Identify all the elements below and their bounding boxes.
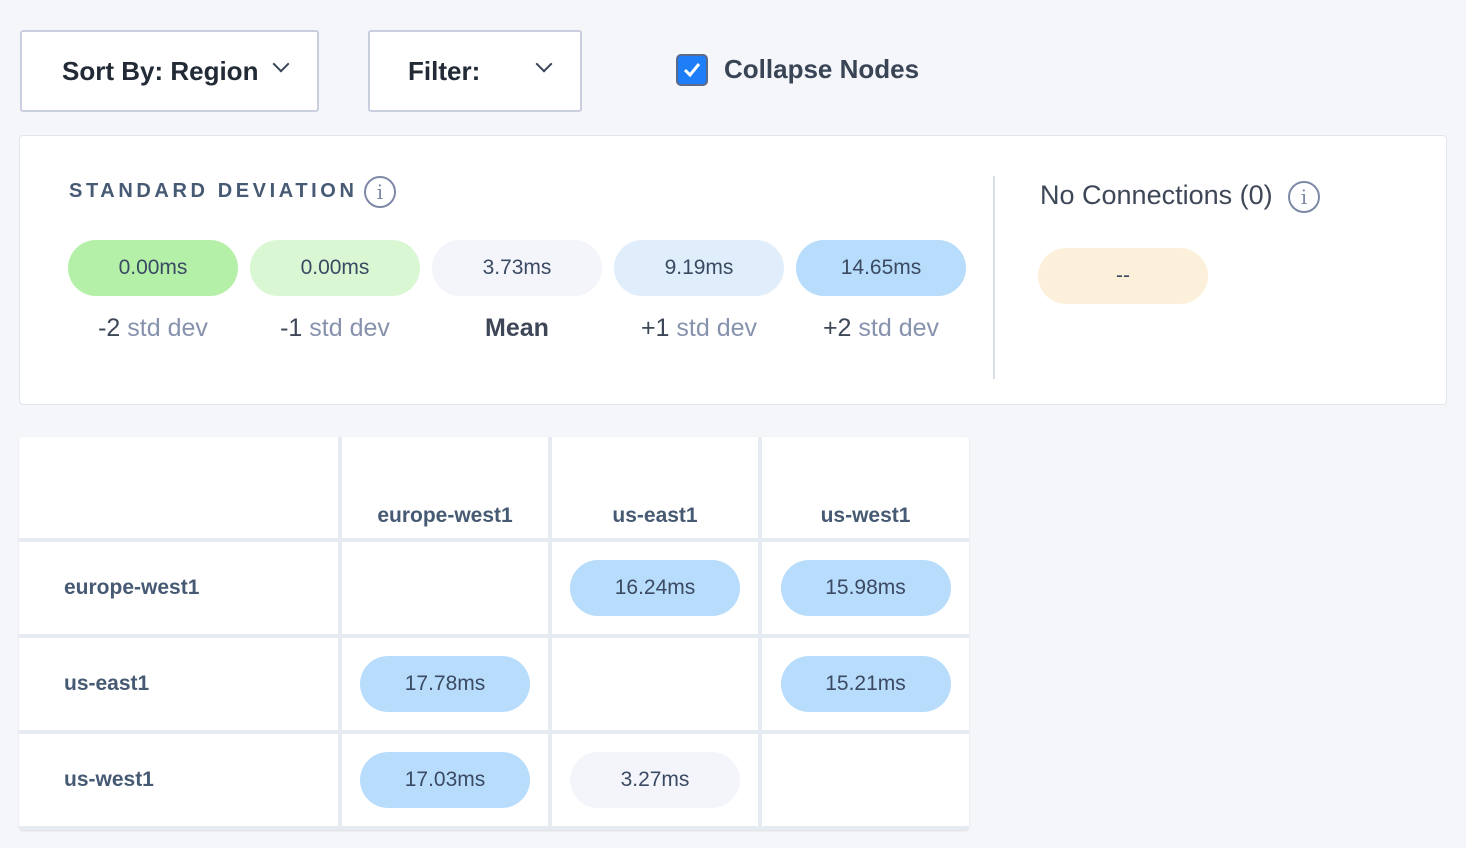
std-label: +1 std dev: [614, 314, 784, 343]
std-sign: +1: [640, 314, 670, 342]
sort-by-label: Sort By: Region: [62, 55, 259, 86]
std-pill: 14.65ms: [796, 240, 966, 296]
no-connections-pill: --: [1038, 248, 1208, 304]
divider: [993, 176, 995, 379]
std-unit: std dev: [309, 314, 390, 342]
info-icon[interactable]: i: [1288, 181, 1320, 213]
chevron-down-icon: [272, 55, 290, 73]
std-pill: 9.19ms: [614, 240, 784, 296]
std-sign: -1: [280, 314, 303, 342]
row-header: us-east1: [19, 638, 338, 730]
std-pill: 3.73ms: [432, 240, 602, 296]
latency-matrix: europe-west1 us-east1 us-west1 europe-west1…: [19, 437, 969, 830]
std-unit: std dev: [676, 314, 758, 342]
latency-pill[interactable]: 15.98ms: [780, 560, 951, 616]
column-header: europe-west1: [342, 437, 548, 538]
corner-cell: [19, 437, 338, 538]
filter-label: Filter:: [408, 55, 481, 86]
column-header: us-west1: [762, 437, 969, 538]
matrix-cell: 17.03ms: [342, 734, 548, 826]
matrix-cell: 17.78ms: [342, 638, 548, 730]
std-pill: 0.00ms: [68, 240, 238, 296]
matrix-cell: [552, 638, 758, 730]
std-dev-title: STANDARD DEVIATION: [69, 180, 358, 202]
row-header: us-west1: [19, 734, 338, 826]
std-label: -2 std dev: [68, 314, 238, 343]
latency-pill[interactable]: 3.27ms: [570, 752, 740, 808]
matrix-cell: 16.24ms: [552, 542, 758, 634]
std-label: Mean: [432, 314, 602, 343]
matrix-cell: 15.98ms: [762, 542, 969, 634]
column-header: us-east1: [552, 437, 758, 538]
std-unit: std dev: [858, 314, 940, 342]
chevron-down-icon: [535, 55, 553, 73]
sort-by-dropdown[interactable]: Sort By: Region: [20, 30, 319, 112]
matrix-cell: [762, 734, 969, 826]
matrix-cell: 3.27ms: [552, 734, 758, 826]
checkmark-icon: [683, 63, 701, 78]
collapse-nodes-checkbox[interactable]: [676, 54, 708, 86]
std-sign: Mean: [485, 314, 549, 342]
std-sign: -2: [98, 314, 121, 342]
latency-pill[interactable]: 16.24ms: [570, 560, 740, 616]
legend-panel: STANDARD DEVIATION i 0.00ms -2 std dev 0.0…: [19, 135, 1447, 405]
std-sign: +2: [822, 314, 852, 342]
filter-dropdown[interactable]: Filter:: [368, 30, 582, 112]
row-header: europe-west1: [19, 542, 338, 634]
no-connections-title: No Connections (0): [1040, 180, 1273, 210]
latency-pill[interactable]: 15.21ms: [780, 656, 951, 712]
std-label: +2 std dev: [796, 314, 966, 343]
std-label: -1 std dev: [250, 314, 420, 343]
std-pill: 0.00ms: [250, 240, 420, 296]
info-icon[interactable]: i: [364, 176, 396, 208]
matrix-cell: [342, 542, 548, 634]
std-unit: std dev: [127, 314, 208, 342]
latency-pill[interactable]: 17.03ms: [360, 752, 530, 808]
latency-pill[interactable]: 17.78ms: [360, 656, 530, 712]
collapse-nodes-label[interactable]: Collapse Nodes: [724, 54, 920, 84]
matrix-cell: 15.21ms: [762, 638, 969, 730]
